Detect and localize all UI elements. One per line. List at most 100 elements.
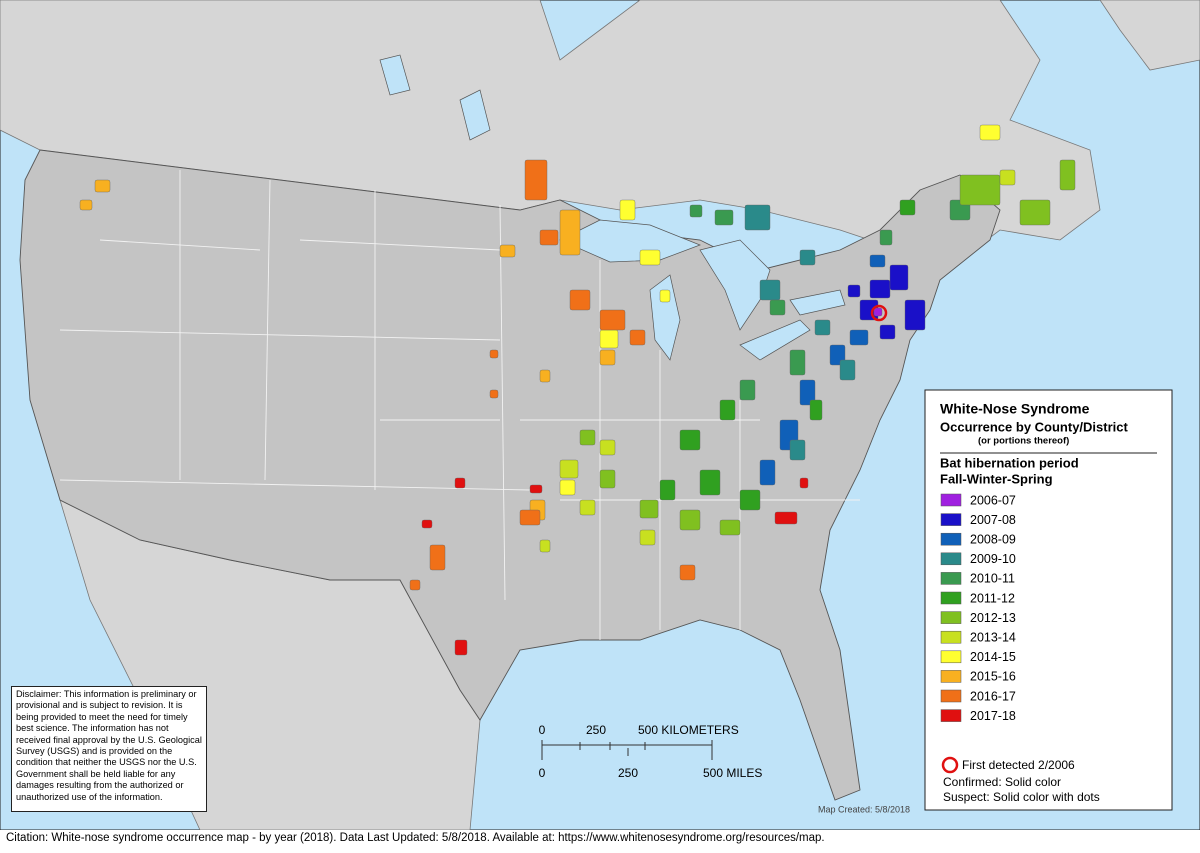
occurrence-area	[799, 379, 816, 406]
citation: Citation: White-nose syndrome occurrence…	[6, 832, 825, 844]
legend-swatch	[940, 591, 962, 605]
occurrence-area	[79, 199, 93, 211]
occurrence-area	[774, 511, 798, 525]
legend-label: 2010-11	[970, 572, 1015, 586]
occurrence-area	[539, 369, 551, 383]
legend-swatch	[940, 552, 962, 566]
legend-label: 2015-16	[970, 670, 1016, 684]
legend-period-title: Bat hibernation period	[940, 455, 1079, 470]
occurrence-area	[789, 349, 806, 376]
occurrence-area	[769, 299, 786, 316]
legend-swatch	[940, 513, 962, 526]
occurrence-area	[679, 509, 701, 531]
legend-swatch	[940, 611, 962, 624]
great-lakes	[379, 54, 846, 361]
map-created: Map Created: 5/8/2018	[818, 804, 910, 814]
scale-bar	[541, 740, 713, 760]
occurrence-area	[519, 509, 541, 526]
occurrence-area	[579, 499, 596, 516]
occurrence-area	[889, 264, 909, 291]
occurrence-area	[599, 329, 619, 349]
occurrence-area	[719, 519, 741, 536]
occurrence-area	[814, 319, 831, 336]
occurrence-area	[499, 244, 516, 258]
occurrence-area	[599, 309, 626, 331]
legend-label: 2013-14	[970, 630, 1016, 644]
legend-swatch	[940, 630, 962, 644]
occurrence-area	[489, 389, 499, 399]
occurrence-areas	[79, 124, 1076, 656]
legend-swatch	[940, 689, 962, 703]
occurrence-area	[739, 379, 756, 401]
occurrence-area	[839, 359, 856, 381]
occurrence-area	[94, 179, 111, 193]
legend-label: 2007-08	[970, 513, 1016, 527]
legend-title: White-Nose Syndrome	[940, 401, 1090, 417]
scale-mi-label: 500 MILES	[703, 766, 762, 780]
occurrence-area	[744, 204, 771, 231]
occurrence-area	[629, 329, 646, 346]
occurrence-area	[869, 279, 891, 299]
occurrence-area	[599, 349, 616, 366]
suspect-label: Suspect: Solid color with dots	[943, 790, 1100, 804]
occurrence-area	[539, 229, 559, 246]
united-states	[19, 149, 1001, 801]
occurrence-area	[409, 579, 421, 591]
occurrence-area	[679, 429, 701, 451]
scale-km-label: 250	[586, 723, 606, 737]
legend-swatch	[940, 493, 962, 507]
occurrence-area	[873, 307, 883, 317]
occurrence-area	[1019, 199, 1051, 226]
occurrence-area	[999, 169, 1016, 186]
confirmed-label: Confirmed: Solid color	[943, 775, 1061, 789]
occurrence-area	[719, 399, 736, 421]
occurrence-area	[699, 469, 721, 496]
legend-label: 2008-09	[970, 532, 1016, 546]
legend-label: 2016-17	[970, 689, 1016, 703]
occurrence-area	[959, 174, 1001, 206]
occurrence-area	[659, 479, 676, 501]
occurrence-area	[421, 519, 433, 529]
legend-label: 2011-12	[970, 591, 1015, 605]
occurrence-area	[454, 639, 468, 656]
scale-km-label: 0	[539, 723, 546, 737]
legend-label: 2006-07	[970, 493, 1016, 507]
occurrence-area	[714, 209, 734, 226]
first-detected-symbol	[941, 756, 959, 774]
occurrence-area	[904, 299, 926, 331]
occurrence-area	[739, 489, 761, 511]
occurrence-area	[619, 199, 636, 221]
occurrence-area	[569, 289, 591, 311]
occurrence-area	[679, 564, 696, 581]
occurrence-area	[429, 544, 446, 571]
first-detected-label: First detected 2/2006	[962, 758, 1075, 772]
legend-swatch	[940, 532, 962, 546]
disclaimer: Disclaimer: This information is prelimin…	[11, 686, 207, 812]
greenland	[1099, 0, 1200, 71]
occurrence-area	[659, 289, 671, 303]
occurrence-area	[879, 229, 893, 246]
occurrence-area	[849, 329, 869, 346]
occurrence-area	[559, 479, 576, 496]
occurrence-area	[524, 159, 548, 201]
legend-label: 2014-15	[970, 650, 1016, 664]
occurrence-area	[759, 279, 781, 301]
scale-mi-label: 0	[539, 766, 546, 780]
legend-swatch	[940, 572, 962, 585]
occurrence-area	[869, 254, 886, 268]
first-detected-location	[870, 304, 888, 322]
legend-swatch	[940, 650, 962, 664]
legend-label: 2012-13	[970, 611, 1016, 625]
occurrence-area	[799, 477, 809, 489]
legend-subtitle: Occurrence by County/District	[940, 419, 1128, 434]
occurrence-area	[847, 284, 861, 298]
legend-period-subtitle: Fall-Winter-Spring	[940, 471, 1053, 486]
scale-km-label: 500 KILOMETERS	[638, 723, 739, 737]
occurrence-area	[639, 499, 659, 519]
scale-mi-label: 250	[618, 766, 638, 780]
occurrence-area	[799, 249, 816, 266]
occurrence-area	[879, 324, 896, 340]
legend-box	[924, 389, 1173, 811]
legend-label: 2009-10	[970, 552, 1016, 566]
